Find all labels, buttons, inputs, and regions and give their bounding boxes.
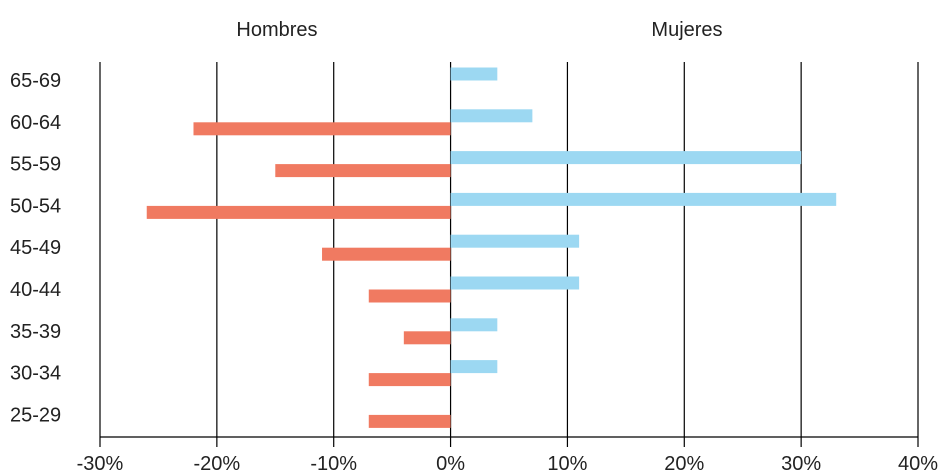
- bar-right-60-64: [450, 109, 533, 123]
- bar-right-50-54: [450, 192, 837, 206]
- x-tick-labels: -30% -20% -10% 0% 10% 20% 30% 40%: [77, 453, 939, 475]
- x-tick-label: 20%: [664, 453, 704, 475]
- category-label: 30-34: [10, 363, 61, 385]
- bar-left-30-34: [368, 373, 451, 387]
- bar-right-45-49: [450, 234, 580, 248]
- bar-left-35-39: [403, 331, 451, 345]
- bar-right-40-44: [450, 276, 580, 290]
- category-label: 45-49: [10, 237, 61, 259]
- bar-left-60-64: [193, 122, 451, 136]
- bar-right-30-34: [450, 360, 498, 374]
- bar-right-35-39: [450, 318, 498, 332]
- x-tick-label: -20%: [194, 453, 241, 475]
- bar-right-55-59: [450, 151, 802, 165]
- category-label: 65-69: [10, 70, 61, 92]
- x-tick-label: 10%: [547, 453, 587, 475]
- category-label: 25-29: [10, 404, 61, 426]
- group-label-left: Hombres: [236, 19, 317, 41]
- bar-left-50-54: [146, 205, 451, 219]
- category-labels: 65-69 60-64 55-59 50-54 45-49 40-44 35-39 30-34…: [10, 70, 61, 426]
- x-tick-label: 40%: [898, 453, 938, 475]
- x-tick-label: 0%: [436, 453, 465, 475]
- category-label: 50-54: [10, 195, 61, 217]
- bar-left-25-29: [368, 414, 451, 428]
- x-tick-label: -30%: [77, 453, 124, 475]
- bar-left-55-59: [275, 164, 451, 178]
- x-tick-label: -10%: [310, 453, 357, 475]
- category-label: 55-59: [10, 154, 61, 176]
- category-label: 60-64: [10, 112, 61, 134]
- category-label: 35-39: [10, 321, 61, 343]
- category-label: 40-44: [10, 279, 61, 301]
- x-tick-label: 30%: [781, 453, 821, 475]
- bar-left-40-44: [368, 289, 451, 303]
- bar-left-45-49: [322, 247, 451, 261]
- group-label-right: Mujeres: [651, 19, 722, 41]
- bars: [146, 67, 837, 428]
- bar-right-65-69: [450, 67, 498, 81]
